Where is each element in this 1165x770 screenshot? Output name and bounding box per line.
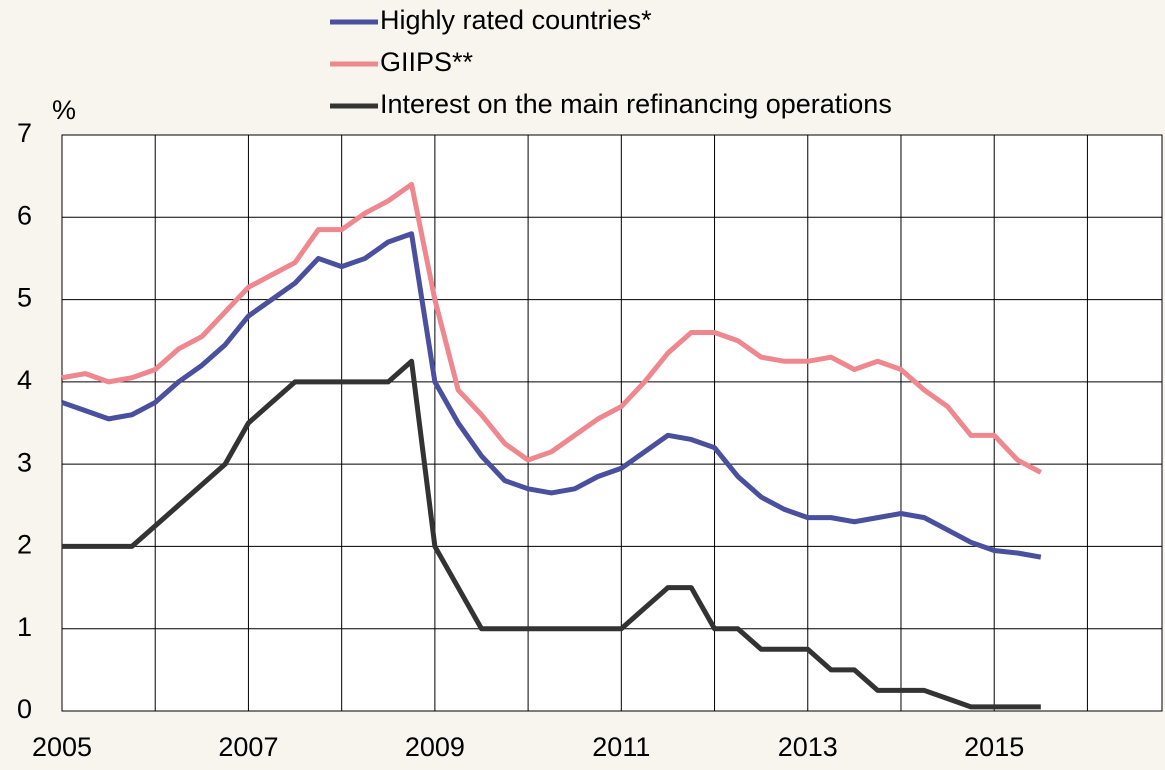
y-axis-label: %: [52, 95, 76, 125]
y-tick-label: 4: [17, 365, 32, 395]
legend-label: GIIPS**: [380, 47, 474, 77]
x-tick-label: 2011: [592, 732, 650, 762]
line-series: [61, 231, 1042, 560]
y-tick-label: 1: [17, 612, 32, 642]
y-tick-label: 6: [17, 200, 32, 230]
line-series: [61, 181, 1042, 475]
plot-area: [61, 134, 1163, 712]
y-tick-label: 7: [17, 118, 32, 148]
y-tick-label: 2: [17, 530, 32, 560]
x-tick-label: 2013: [778, 732, 838, 762]
x-tick-label: 2005: [32, 732, 92, 762]
y-tick-label: 0: [17, 694, 32, 724]
x-tick-label: 2009: [405, 732, 465, 762]
x-tick-label: 2007: [218, 732, 278, 762]
x-tick-label: 2015: [964, 732, 1024, 762]
legend-label: Interest on the main refinancing operati…: [380, 89, 892, 119]
y-tick-label: 5: [17, 283, 32, 313]
line-series: [62, 358, 1041, 710]
y-tick-label: 3: [17, 447, 32, 477]
legend-label: Highly rated countries*: [380, 5, 652, 35]
